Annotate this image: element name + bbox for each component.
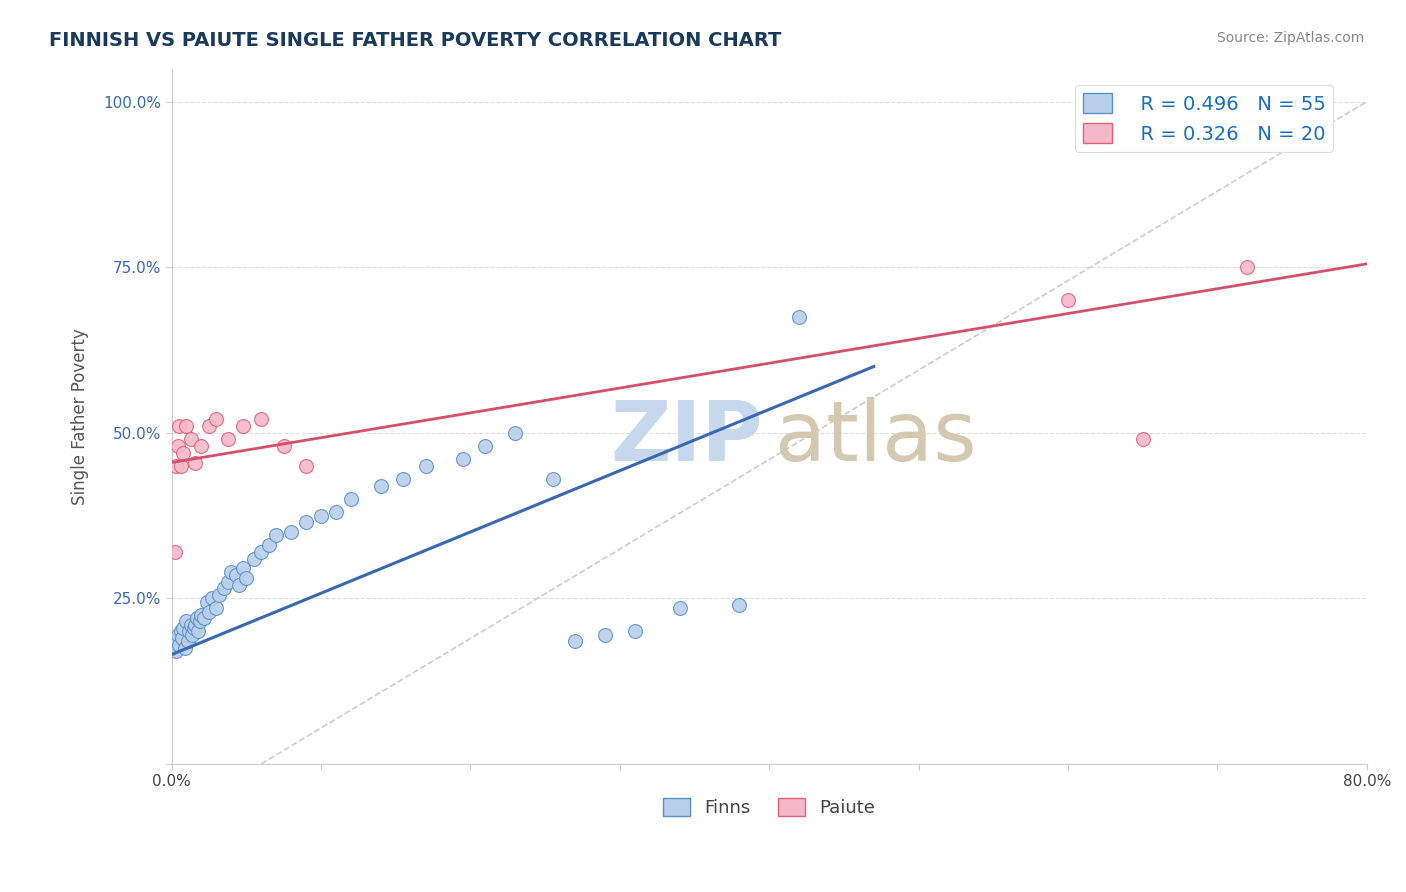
Point (295, 458, 318, 473)
Point (193, 611, 215, 625)
Point (242, 551, 264, 566)
Point (184, 617, 207, 632)
Point (170, 631, 193, 645)
Point (273, 439, 295, 453)
Point (370, 479, 392, 493)
Point (503, 425, 526, 440)
Point (623, 624, 645, 639)
Point (197, 594, 219, 608)
Point (264, 528, 287, 542)
Point (166, 628, 188, 642)
Point (225, 568, 247, 582)
Point (593, 628, 616, 642)
Point (221, 565, 243, 579)
Point (198, 605, 221, 619)
Point (162, 640, 184, 655)
Point (205, 601, 228, 615)
Point (1132, 433, 1154, 447)
Text: ZIP: ZIP (610, 397, 763, 477)
Point (257, 538, 280, 552)
Point (208, 588, 231, 602)
Point (165, 644, 187, 658)
Point (167, 638, 190, 652)
Point (183, 621, 205, 635)
Point (174, 640, 197, 655)
Point (309, 508, 332, 523)
Point (169, 624, 191, 639)
Point (186, 611, 208, 625)
Point (188, 615, 211, 629)
Point (325, 505, 347, 519)
Point (177, 634, 200, 648)
Point (787, 310, 810, 324)
Point (250, 545, 273, 559)
Point (180, 433, 202, 447)
Point (474, 439, 496, 453)
Point (198, 419, 221, 434)
Point (392, 472, 415, 486)
Point (295, 515, 318, 529)
Point (205, 412, 228, 426)
Point (165, 458, 187, 473)
Point (217, 574, 239, 589)
Point (228, 578, 250, 592)
Point (173, 621, 195, 635)
Point (163, 634, 186, 648)
Y-axis label: Single Father Poverty: Single Father Poverty (72, 327, 89, 505)
Point (217, 433, 239, 447)
Point (201, 591, 224, 606)
Point (415, 458, 437, 473)
Point (235, 571, 257, 585)
Point (166, 439, 188, 453)
Point (180, 617, 202, 632)
Point (1236, 260, 1258, 275)
Point (280, 524, 302, 539)
Point (176, 419, 198, 434)
Point (668, 601, 690, 615)
Point (541, 472, 564, 486)
Point (173, 445, 195, 459)
Point (187, 624, 209, 639)
Point (232, 419, 254, 434)
Point (564, 634, 586, 648)
Point (184, 456, 207, 470)
Point (250, 412, 273, 426)
Point (451, 452, 474, 467)
Point (190, 607, 212, 622)
Text: Source: ZipAtlas.com: Source: ZipAtlas.com (1216, 31, 1364, 45)
Point (179, 624, 201, 639)
Text: atlas: atlas (775, 397, 977, 477)
Point (176, 615, 198, 629)
Point (212, 582, 235, 596)
Point (167, 419, 190, 434)
Point (232, 561, 254, 575)
Point (169, 458, 191, 473)
Point (728, 598, 751, 612)
Point (190, 439, 212, 453)
Point (1057, 293, 1080, 308)
Point (163, 545, 186, 559)
Point (181, 628, 204, 642)
Point (340, 491, 363, 506)
Legend: Finns, Paiute: Finns, Paiute (655, 790, 883, 824)
Text: FINNISH VS PAIUTE SINGLE FATHER POVERTY CORRELATION CHART: FINNISH VS PAIUTE SINGLE FATHER POVERTY … (49, 31, 782, 50)
